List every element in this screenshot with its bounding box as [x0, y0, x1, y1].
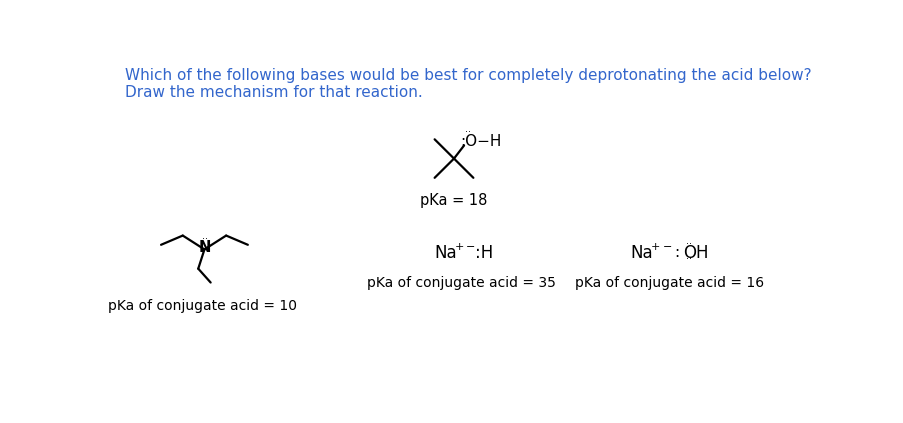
Text: pKa of conjugate acid = 10: pKa of conjugate acid = 10 — [107, 299, 296, 313]
Text: pKa of conjugate acid = 35: pKa of conjugate acid = 35 — [367, 276, 555, 290]
Text: ··: ·· — [685, 239, 691, 249]
Text: pKa of conjugate acid = 16: pKa of conjugate acid = 16 — [574, 276, 763, 290]
Text: ··: ·· — [685, 254, 691, 264]
Text: H: H — [695, 244, 708, 261]
Text: ··: ·· — [464, 127, 470, 137]
Text: Na: Na — [434, 244, 457, 261]
Text: :H: :H — [474, 244, 493, 261]
Text: Draw the mechanism for that reaction.: Draw the mechanism for that reaction. — [125, 85, 422, 100]
Text: −: − — [465, 242, 474, 252]
Text: Which of the following bases would be best for completely deprotonating the acid: Which of the following bases would be be… — [125, 68, 810, 83]
Text: :O−H: :O−H — [460, 134, 501, 149]
Text: N: N — [199, 239, 211, 255]
Text: :: : — [674, 245, 678, 260]
Text: Na: Na — [630, 244, 653, 261]
Text: O: O — [683, 244, 695, 261]
Text: ··: ·· — [202, 233, 208, 244]
Text: pKa = 18: pKa = 18 — [420, 193, 487, 208]
Text: −: − — [663, 242, 672, 252]
Text: +: + — [650, 242, 659, 252]
Text: +: + — [454, 242, 463, 252]
